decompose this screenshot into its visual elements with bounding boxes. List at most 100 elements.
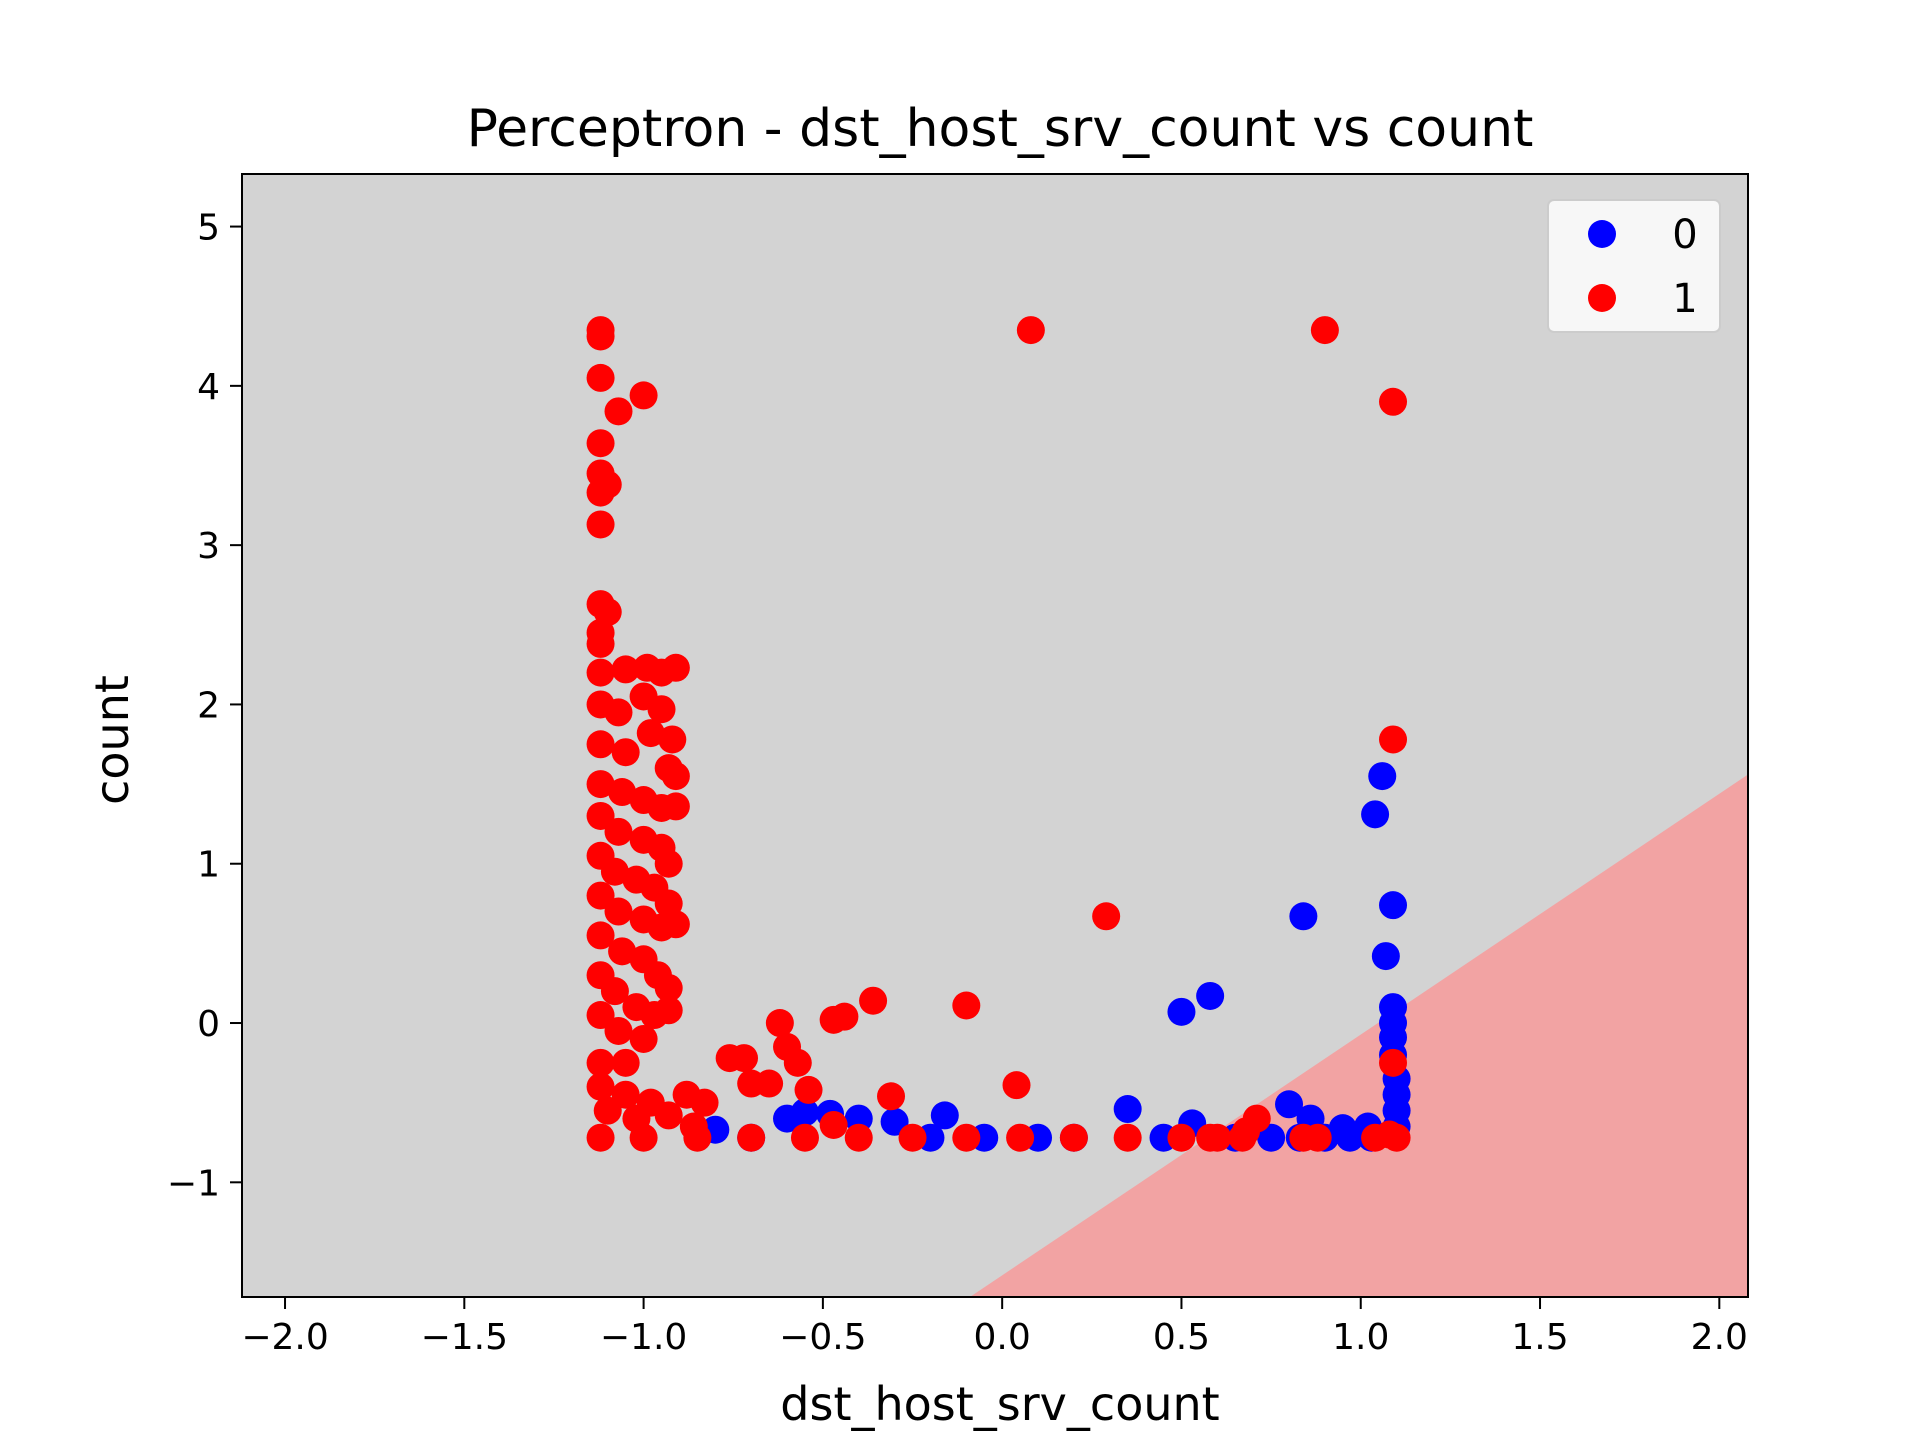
point-class-1 xyxy=(844,1123,873,1152)
x-axis-label: dst_host_srv_count xyxy=(780,1377,1219,1431)
point-class-1 xyxy=(1303,1123,1332,1152)
point-class-1 xyxy=(586,429,615,458)
legend-marker-1 xyxy=(1588,284,1616,312)
point-class-1 xyxy=(654,973,683,1002)
point-class-1 xyxy=(1228,1123,1257,1152)
point-class-1 xyxy=(604,1016,633,1045)
point-class-0 xyxy=(1371,942,1400,971)
point-class-1 xyxy=(1006,1123,1035,1152)
x-tick-label: −1.0 xyxy=(600,1317,687,1358)
point-class-0 xyxy=(1167,997,1196,1026)
point-class-1 xyxy=(952,991,981,1020)
x-tick-label: −2.0 xyxy=(241,1317,328,1358)
point-class-1 xyxy=(586,770,615,799)
region-class-1 xyxy=(969,774,1748,1297)
point-class-1 xyxy=(586,1072,615,1101)
point-class-1 xyxy=(661,653,690,682)
points-layer xyxy=(586,316,1411,1152)
point-class-1 xyxy=(737,1123,766,1152)
point-class-1 xyxy=(586,478,615,507)
point-class-1 xyxy=(1092,902,1121,931)
y-tick-label: 1 xyxy=(197,845,220,886)
point-class-1 xyxy=(1382,1123,1411,1152)
point-class-0 xyxy=(1361,800,1390,829)
point-class-1 xyxy=(859,986,888,1015)
point-class-1 xyxy=(586,730,615,759)
point-class-1 xyxy=(1002,1071,1031,1100)
x-tick-label: 0.5 xyxy=(1153,1317,1210,1358)
x-tick-label: −1.5 xyxy=(421,1317,508,1358)
point-class-1 xyxy=(629,1123,658,1152)
point-class-0 xyxy=(880,1107,909,1136)
point-class-1 xyxy=(1310,316,1339,345)
point-class-1 xyxy=(1016,316,1045,345)
point-class-1 xyxy=(1167,1123,1196,1152)
point-class-1 xyxy=(586,1123,615,1152)
point-class-1 xyxy=(586,1048,615,1077)
y-tick-label: 0 xyxy=(197,1004,220,1045)
point-class-1 xyxy=(773,1032,802,1061)
point-class-1 xyxy=(604,897,633,926)
y-tick-label: 4 xyxy=(197,367,220,408)
point-class-1 xyxy=(1242,1104,1271,1133)
point-class-0 xyxy=(1368,762,1397,791)
point-class-1 xyxy=(819,1110,848,1139)
y-tick-label: −1 xyxy=(167,1163,220,1204)
point-class-1 xyxy=(952,1123,981,1152)
y-axis-label: count xyxy=(85,675,139,805)
point-class-0 xyxy=(1275,1090,1304,1119)
point-class-0 xyxy=(1335,1123,1364,1152)
point-class-1 xyxy=(690,1088,719,1117)
point-class-1 xyxy=(586,658,615,687)
x-axis: −2.0 −1.5 −1.0 −0.5 0.0 0.5 1.0 1.5 2.0 xyxy=(241,1297,1748,1358)
point-class-1 xyxy=(790,1123,819,1152)
point-class-1 xyxy=(765,1009,794,1038)
plot-area xyxy=(241,173,1749,1298)
point-class-1 xyxy=(586,1001,615,1030)
point-class-1 xyxy=(608,778,637,807)
point-class-0 xyxy=(1379,891,1408,920)
legend-label-0: 0 xyxy=(1672,212,1697,258)
point-class-0 xyxy=(1113,1095,1142,1124)
point-class-1 xyxy=(611,1080,640,1109)
point-class-1 xyxy=(1379,725,1408,754)
point-class-1 xyxy=(1113,1123,1142,1152)
point-class-1 xyxy=(755,1069,784,1098)
x-tick-label: −0.5 xyxy=(779,1317,866,1358)
point-class-1 xyxy=(898,1123,927,1152)
point-class-1 xyxy=(654,1101,683,1130)
point-class-1 xyxy=(604,698,633,727)
point-class-1 xyxy=(611,655,640,684)
legend: 0 1 xyxy=(1547,199,1721,333)
point-class-1 xyxy=(1379,387,1408,416)
point-class-1 xyxy=(629,1024,658,1053)
point-class-1 xyxy=(611,738,640,767)
point-class-1 xyxy=(604,817,633,846)
point-class-1 xyxy=(604,397,633,426)
point-class-1 xyxy=(608,937,637,966)
point-class-1 xyxy=(654,849,683,878)
point-class-1 xyxy=(636,719,665,748)
y-tick-label: 5 xyxy=(197,208,220,249)
point-class-1 xyxy=(658,725,687,754)
chart-title: Perceptron - dst_host_srv_count vs count xyxy=(467,99,1534,159)
point-class-0 xyxy=(1289,902,1318,931)
point-class-1 xyxy=(1196,1123,1225,1152)
point-class-0 xyxy=(790,1098,819,1127)
legend-label-1: 1 xyxy=(1672,276,1697,322)
point-class-0 xyxy=(930,1101,959,1130)
point-class-1 xyxy=(586,881,615,910)
point-class-1 xyxy=(586,629,615,658)
point-class-1 xyxy=(830,1002,859,1031)
point-class-1 xyxy=(661,792,690,821)
point-class-1 xyxy=(600,977,629,1006)
point-class-0 xyxy=(1196,981,1225,1010)
point-class-1 xyxy=(586,322,615,351)
point-class-1 xyxy=(586,801,615,830)
point-class-1 xyxy=(654,996,683,1025)
point-class-1 xyxy=(647,695,676,724)
point-class-1 xyxy=(877,1082,906,1111)
point-class-1 xyxy=(661,910,690,939)
x-tick-label: 0.0 xyxy=(974,1317,1031,1358)
